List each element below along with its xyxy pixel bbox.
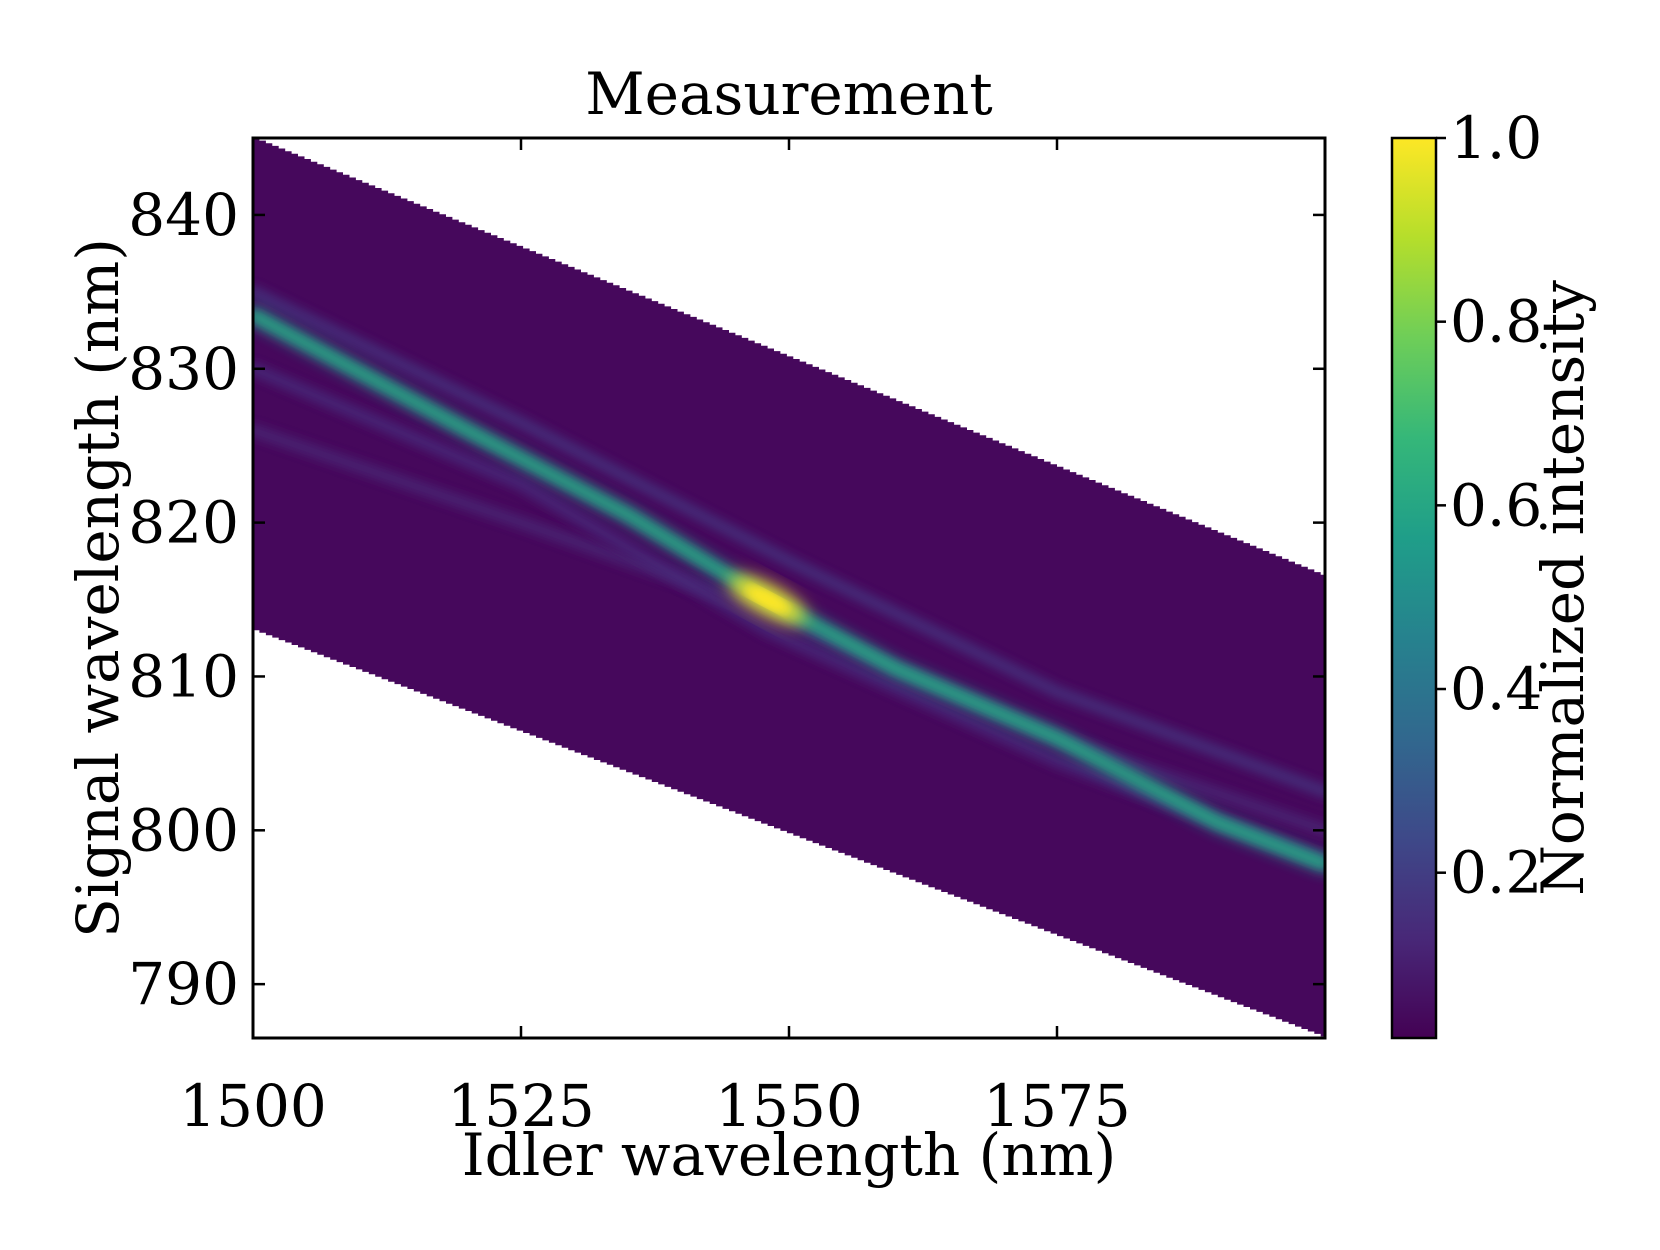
y-tick-label: 810 bbox=[128, 642, 239, 710]
y-tick-label: 830 bbox=[128, 335, 239, 403]
y-axis: 790 800 810 820 830 840 bbox=[128, 181, 1325, 1018]
colorbar-tick-label: 0.6 bbox=[1450, 471, 1542, 539]
y-tick-label: 790 bbox=[128, 950, 239, 1018]
heatmap-layer bbox=[253, 138, 1325, 1037]
x-axis-label: Idler wavelength (nm) bbox=[462, 1121, 1116, 1189]
y-axis-label: Signal wavelength (nm) bbox=[64, 238, 132, 938]
x-axis: 1500 1525 1550 1575 bbox=[179, 138, 1131, 1140]
ridge-side-lower-1 bbox=[253, 362, 1325, 868]
colorbar bbox=[1390, 136, 1438, 1040]
y-tick-label: 820 bbox=[128, 489, 239, 557]
x-tick-label: 1575 bbox=[983, 1072, 1131, 1140]
hotspot-core bbox=[747, 587, 788, 612]
chart-title: Measurement bbox=[585, 60, 992, 128]
y-tick-label: 840 bbox=[128, 181, 239, 249]
colorbar-tick-label: 0.8 bbox=[1450, 288, 1542, 356]
data-region bbox=[253, 138, 1325, 1037]
x-tick-label: 1525 bbox=[447, 1072, 595, 1140]
y-tick-label: 800 bbox=[128, 796, 239, 864]
ridge-group bbox=[253, 285, 1325, 873]
colorbar-tick-label: 1.0 bbox=[1450, 104, 1542, 172]
colorbar-tick-label: 0.2 bbox=[1450, 839, 1542, 907]
colorbar-axis: 0.2 0.4 0.6 0.8 1.0 bbox=[1436, 104, 1542, 907]
colorbar-label: Normalized intensity bbox=[1529, 280, 1597, 896]
x-tick-label: 1550 bbox=[715, 1072, 863, 1140]
ridge-side-upper bbox=[253, 285, 1325, 798]
x-tick-label: 1500 bbox=[179, 1072, 327, 1140]
ridge-side-lower-2 bbox=[253, 424, 1325, 837]
colorbar-tick-label: 0.4 bbox=[1450, 655, 1542, 723]
ridge-main-core bbox=[253, 311, 1325, 868]
